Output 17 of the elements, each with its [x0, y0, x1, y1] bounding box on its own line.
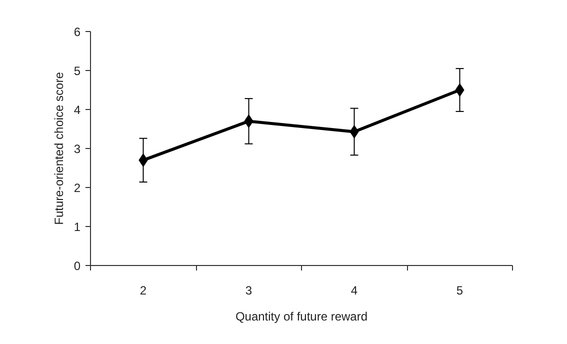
point [455, 84, 464, 96]
y-tick-label: 3 [74, 142, 81, 156]
x-tick-label: 4 [350, 284, 358, 298]
y-axis-title: Future-oriented choice score [52, 72, 66, 225]
y-tick-label: 4 [74, 103, 81, 117]
point [138, 154, 148, 167]
y-tick-label: 1 [74, 220, 81, 234]
y-tick-label: 5 [74, 64, 81, 78]
y-tick-label: 0 [74, 259, 81, 273]
y-tick-label: 2 [74, 181, 81, 195]
point [350, 125, 359, 138]
x-tick-label: 2 [140, 284, 147, 298]
x-axis-title: Quantity of future reward [235, 310, 368, 324]
y-tick-label: 6 [74, 25, 81, 39]
x-tick-label: 3 [245, 284, 252, 298]
x-tick-label: 5 [456, 284, 464, 298]
point [244, 114, 254, 128]
